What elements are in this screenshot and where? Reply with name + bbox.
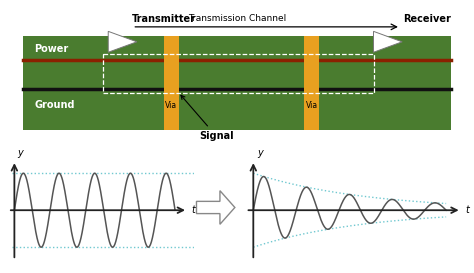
Text: y: y (257, 148, 263, 158)
Text: y: y (18, 148, 23, 158)
Text: Via: Via (306, 101, 318, 110)
FancyBboxPatch shape (164, 36, 179, 130)
Polygon shape (374, 31, 402, 52)
Text: t: t (191, 205, 195, 215)
Text: Power: Power (35, 43, 69, 54)
Text: Via: Via (165, 101, 178, 110)
Polygon shape (108, 31, 137, 52)
Text: Signal: Signal (181, 95, 233, 141)
Text: Transmitter: Transmitter (132, 14, 196, 24)
FancyBboxPatch shape (304, 36, 319, 130)
FancyBboxPatch shape (23, 36, 451, 130)
Text: Transmission Channel: Transmission Channel (188, 14, 286, 23)
Text: t: t (465, 205, 469, 215)
Text: Receiver: Receiver (403, 14, 451, 24)
Text: Ground: Ground (35, 100, 75, 109)
Polygon shape (196, 191, 235, 224)
